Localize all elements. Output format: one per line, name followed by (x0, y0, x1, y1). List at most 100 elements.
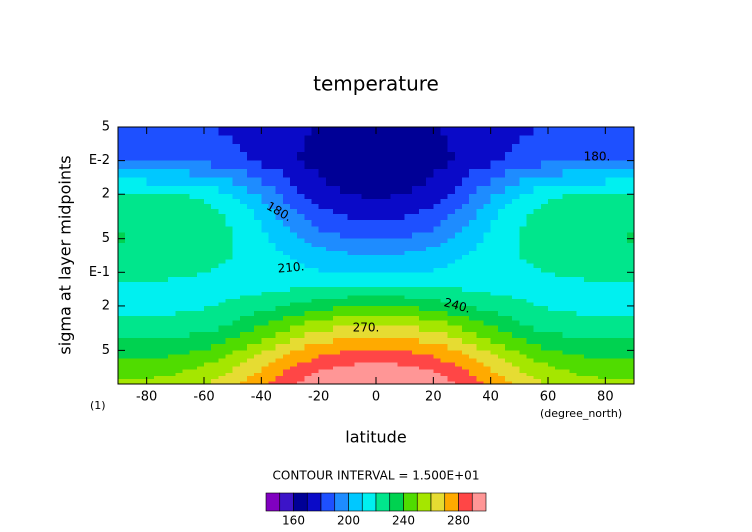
contour-cell (118, 362, 126, 368)
contour-cell (376, 282, 384, 288)
contour-cell (383, 362, 391, 368)
contour-cell (318, 238, 327, 244)
contour-cell (361, 291, 370, 297)
contour-cell (175, 255, 184, 260)
contour-cell (239, 305, 248, 312)
contour-cell (175, 238, 184, 244)
contour-cell (576, 263, 585, 269)
contour-cell (247, 310, 255, 317)
contour-cell (268, 331, 277, 339)
contour-cell (354, 320, 363, 327)
contour-cell (161, 242, 169, 248)
contour-cell (239, 208, 248, 215)
contour-cell (218, 380, 227, 383)
contour-cell (490, 315, 499, 322)
contour-cell (447, 344, 456, 351)
contour-cell (139, 220, 148, 227)
contour-cell (505, 358, 513, 364)
contour-cell (397, 194, 406, 200)
contour-cell (139, 143, 148, 153)
contour-cell (239, 160, 248, 170)
contour-cell (318, 160, 327, 170)
contour-cell (297, 160, 305, 170)
contour-cell (490, 302, 499, 307)
contour-cell (469, 160, 477, 170)
contour-cell (247, 267, 255, 273)
contour-cell (404, 295, 413, 300)
contour-cell (161, 362, 169, 368)
contour-cell (397, 380, 406, 383)
contour-cell (168, 226, 176, 234)
contour-cell (168, 381, 176, 384)
contour-cell (505, 242, 513, 248)
contour-cell (347, 291, 356, 297)
contour-cell (268, 310, 277, 317)
contour-cell (591, 277, 599, 283)
contour-cell (376, 354, 384, 360)
contour-cell (211, 194, 219, 200)
contour-cell (569, 226, 578, 234)
contour-cell (232, 344, 241, 351)
contour-cell (526, 375, 535, 380)
contour-cell (583, 310, 592, 317)
contour-cell (368, 315, 377, 322)
contour-cell (548, 310, 556, 317)
contour-cell (347, 135, 356, 145)
contour-cell (626, 259, 635, 265)
contour-cell (512, 255, 520, 260)
x-tick-label: -80 (136, 390, 157, 405)
contour-cell (368, 255, 377, 260)
contour-cell (247, 320, 255, 327)
contour-cell (376, 194, 384, 200)
contour-cell (469, 246, 477, 252)
contour-cell (282, 152, 291, 162)
contour-cell (490, 194, 499, 200)
contour-cell (125, 310, 133, 317)
x-tick-label: 60 (540, 390, 557, 405)
contour-cell (340, 337, 348, 345)
contour-cell (540, 344, 549, 351)
contour-cell (512, 185, 520, 195)
contour-cell (619, 362, 628, 368)
contour-cell (591, 127, 599, 137)
contour-cell (555, 185, 563, 195)
contour-cell (189, 302, 198, 307)
contour-cell (139, 372, 148, 377)
contour-cell (404, 177, 413, 187)
contour-cell (340, 232, 348, 240)
contour-cell (189, 143, 198, 153)
contour-cell (218, 238, 227, 244)
contour-cell (254, 310, 262, 317)
contour-cell (376, 372, 384, 377)
contour-cell (297, 282, 305, 288)
contour-cell (161, 185, 169, 195)
contour-cell (383, 143, 391, 153)
contour-cell (476, 127, 485, 137)
contour-cell (576, 375, 585, 380)
contour-cell (562, 325, 571, 333)
contour-cell (490, 325, 499, 333)
contour-cell (182, 127, 191, 137)
contour-cell (325, 267, 334, 273)
contour-cell (548, 380, 556, 383)
contour-cell (354, 302, 363, 307)
contour-cell (447, 320, 456, 327)
contour-cell (211, 287, 219, 293)
contour-cell (275, 220, 284, 227)
contour-cell (411, 298, 420, 304)
contour-cell (576, 369, 585, 374)
contour-cell (239, 199, 248, 205)
contour-cell (261, 302, 270, 307)
contour-cell (325, 291, 334, 297)
contour-cell (483, 185, 492, 195)
contour-cell (311, 263, 320, 269)
contour-cell (139, 263, 148, 269)
contour-cell (533, 232, 542, 240)
contour-cell (354, 194, 363, 200)
contour-cell (512, 267, 520, 273)
contour-cell (247, 185, 255, 195)
contour-cell (462, 369, 470, 374)
contour-cell (304, 350, 313, 356)
contour-cell (555, 282, 563, 288)
contour-cell (469, 143, 477, 153)
